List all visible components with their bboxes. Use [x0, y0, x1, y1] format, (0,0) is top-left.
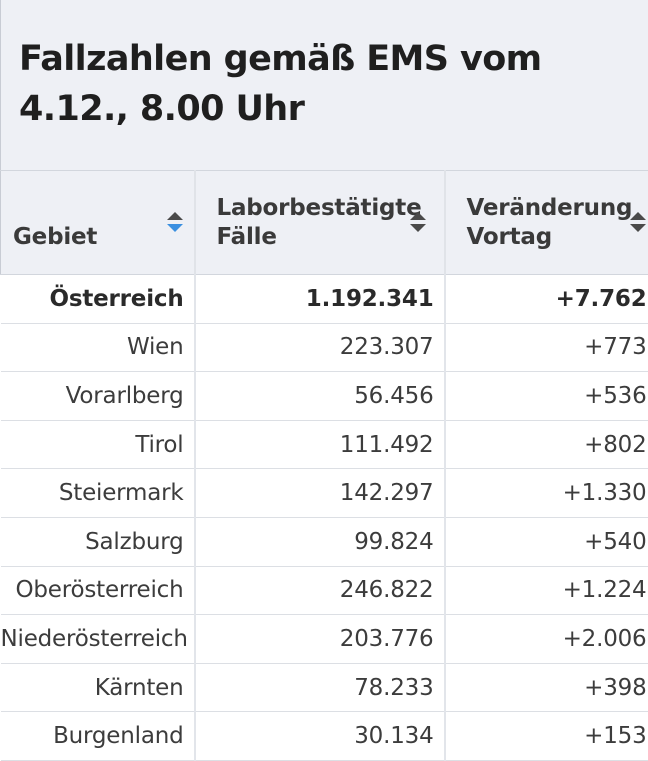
- column-header-veraenderung-vortag[interactable]: Veränderung Vortag: [445, 171, 648, 275]
- column-header-gebiet[interactable]: Gebiet: [1, 171, 195, 275]
- cell-veraenderung: +802: [445, 420, 648, 469]
- cell-gebiet: Tirol: [1, 420, 195, 469]
- column-header-label: Gebiet: [13, 223, 186, 252]
- column-header-label: Laborbestätigte: [217, 194, 436, 223]
- cell-faelle: 203.776: [195, 615, 445, 664]
- cell-faelle: 1.192.341: [195, 275, 445, 324]
- cell-faelle: 111.492: [195, 420, 445, 469]
- cell-faelle: 99.824: [195, 517, 445, 566]
- cell-veraenderung: +773: [445, 323, 648, 372]
- cell-veraenderung: +153: [445, 712, 648, 761]
- page-title: Fallzahlen gemäß EMS vom 4.12., 8.00 Uhr: [19, 34, 648, 134]
- cell-faelle: 30.134: [195, 712, 445, 761]
- column-header-label-line2: Fälle: [217, 223, 436, 252]
- cell-faelle: 56.456: [195, 372, 445, 421]
- cell-gebiet: Vorarlberg: [1, 372, 195, 421]
- cell-gebiet: Oberösterreich: [1, 566, 195, 615]
- cell-veraenderung: +7.762: [445, 275, 648, 324]
- cell-faelle: 142.297: [195, 469, 445, 518]
- cell-gebiet: Wien: [1, 323, 195, 372]
- cell-faelle: 223.307: [195, 323, 445, 372]
- cell-gebiet: Steiermark: [1, 469, 195, 518]
- cell-gebiet: Salzburg: [1, 517, 195, 566]
- cell-veraenderung: +1.224: [445, 566, 648, 615]
- cell-gebiet: Burgenland: [1, 712, 195, 761]
- column-header-label: Veränderung: [467, 194, 648, 223]
- cell-faelle: 78.233: [195, 663, 445, 712]
- cell-veraenderung: +536: [445, 372, 648, 421]
- cell-veraenderung: +540: [445, 517, 648, 566]
- table-header-row: Gebiet Laborbestätigte Fälle Veränderung…: [1, 171, 648, 275]
- column-header-laborbestaetigte-faelle[interactable]: Laborbestätigte Fälle: [195, 171, 445, 275]
- cell-veraenderung: +2.006: [445, 615, 648, 664]
- cell-veraenderung: +398: [445, 663, 648, 712]
- column-header-label-line2: Vortag: [467, 223, 648, 252]
- cell-gebiet: Niederösterreich: [1, 615, 195, 664]
- title-header: Fallzahlen gemäß EMS vom 4.12., 8.00 Uhr: [0, 0, 648, 170]
- cell-faelle: 246.822: [195, 566, 445, 615]
- cell-gebiet: Österreich: [1, 275, 195, 324]
- cases-table: Gebiet Laborbestätigte Fälle Veränderung…: [0, 170, 648, 761]
- cell-veraenderung: +1.330: [445, 469, 648, 518]
- cell-gebiet: Kärnten: [1, 663, 195, 712]
